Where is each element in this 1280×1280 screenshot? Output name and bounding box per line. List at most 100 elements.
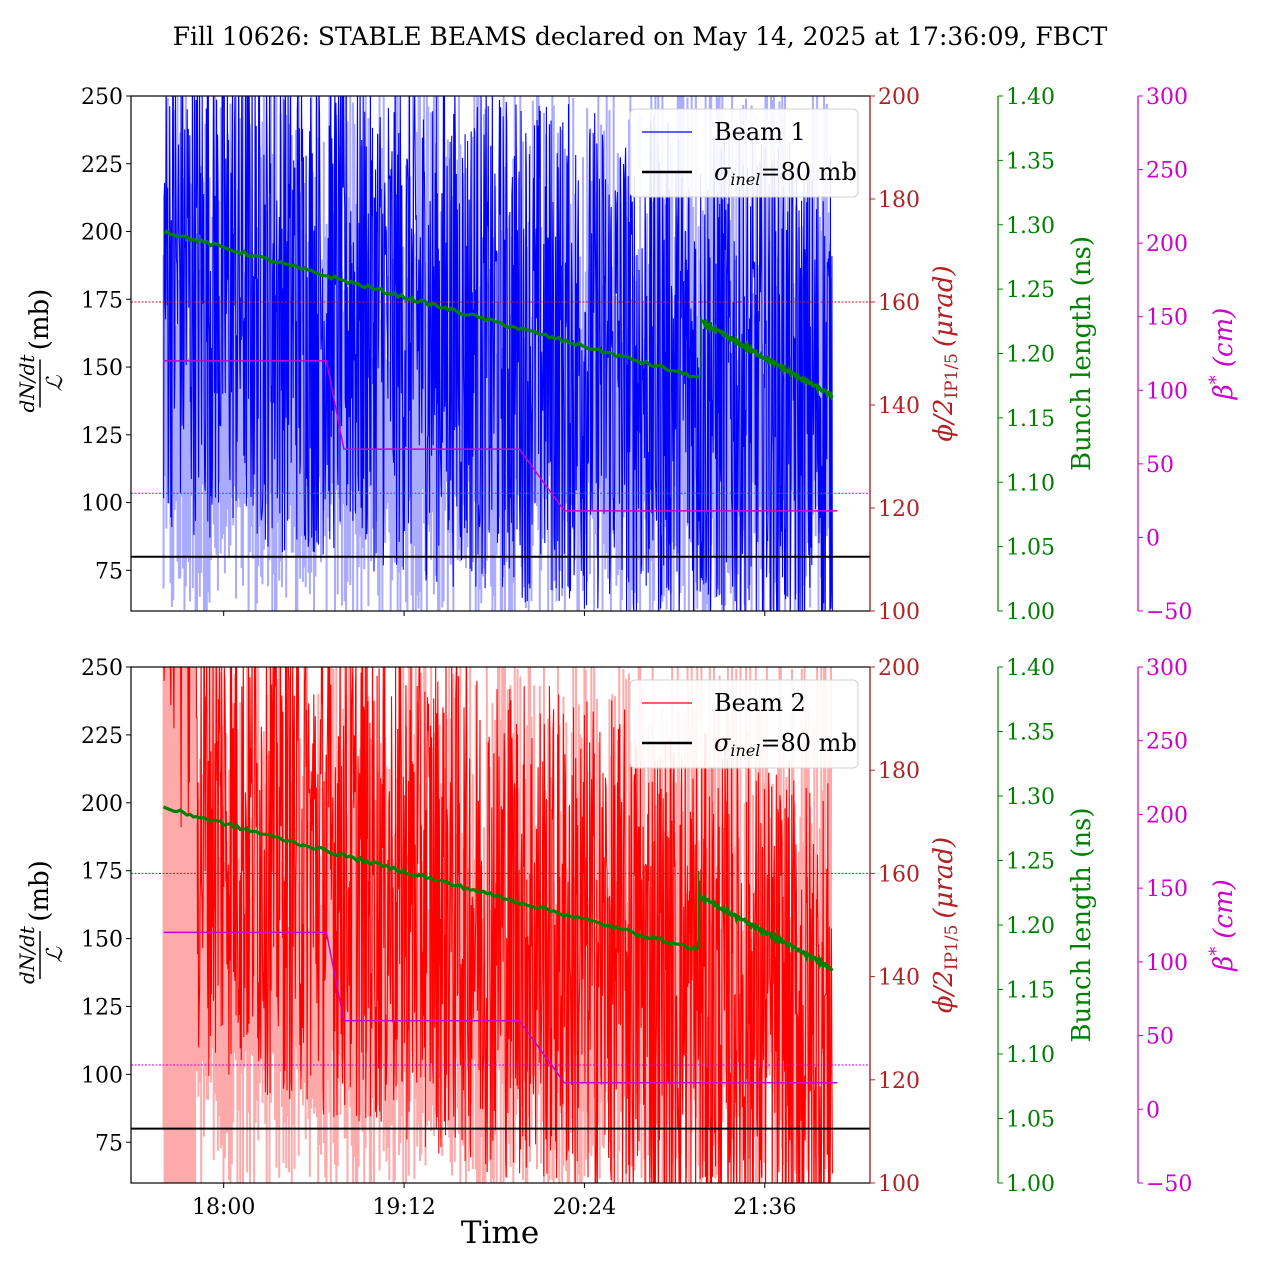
crossing-label-sub: IP1/5: [942, 925, 962, 971]
legend-label-beam: Beam 1: [714, 118, 806, 146]
legend-sigma-rest: =80 mb: [760, 729, 856, 757]
left-label-unit: (mb): [25, 289, 55, 351]
crossing-tick-label: 140: [878, 394, 920, 419]
beta-tick-label: −50: [1146, 1172, 1192, 1197]
plot-area: [131, 667, 870, 1183]
bunch-tick-label: 1.20: [1006, 343, 1055, 368]
left-tick-label: 175: [81, 860, 123, 885]
crossing-label-main: ϕ/2: [929, 970, 959, 1013]
panel-1: 75 100 125 150 175 200 225 250 dN/dt ℒ (mb) 100 120 1…: [15, 85, 1239, 625]
crossing-tick-label: 100: [878, 1172, 920, 1197]
bunch-tick-label: 1.20: [1006, 914, 1055, 939]
crossing-tick-label: 120: [878, 1069, 920, 1094]
bunch-axis-label: Bunch length (ns): [1067, 807, 1097, 1042]
crossing-tick-label: 120: [878, 497, 920, 522]
crossing-tick-label: 180: [878, 759, 920, 784]
left-label-numerator: dN/dt: [15, 925, 39, 984]
beta-label-unit: (cm): [1209, 308, 1239, 368]
beta-label-main: β: [1209, 384, 1239, 400]
bunch-tick-label: 1.35: [1006, 149, 1055, 174]
panel-2: 75 100 125 150 175 200 225 250 dN/dt ℒ (mb) 18:00 19…: [15, 656, 1239, 1220]
legend-sigma-main: σ: [714, 158, 731, 186]
bunch-tick-label: 1.10: [1006, 471, 1055, 496]
legend-label-sigma: σinel=80 mb: [714, 729, 857, 760]
bunch-tick-label: 1.15: [1006, 407, 1055, 432]
legend-box: [629, 679, 859, 769]
beta-label-sup: *: [1206, 375, 1227, 384]
beta-tick-label: 300: [1146, 656, 1188, 681]
left-tick-label: 175: [81, 288, 123, 313]
crossing-tick-label: 200: [878, 656, 920, 681]
x-tick-label: 18:00: [192, 1195, 255, 1220]
beta-label-sup: *: [1206, 947, 1227, 956]
legend-sigma-sub: inel: [730, 741, 760, 760]
left-tick-label: 250: [81, 85, 123, 110]
beta-tick-label: 50: [1146, 453, 1174, 478]
x-tick-label: 21:36: [733, 1195, 796, 1220]
bunch-tick-label: 1.30: [1006, 785, 1055, 810]
crossing-axis-label: ϕ/2IP1/5 (μrad): [929, 265, 962, 441]
beta-axis-label: β* (cm): [1206, 308, 1239, 401]
beta-star-trace: [163, 931, 838, 1084]
crossing-tick-label: 200: [878, 85, 920, 110]
beta-tick-label: 250: [1146, 159, 1188, 184]
left-tick-label: 225: [81, 724, 123, 749]
crossing-tick-label: 160: [878, 291, 920, 316]
x-axis-label: Time: [461, 1215, 539, 1251]
beta-tick-label: 100: [1146, 379, 1188, 404]
left-label-numerator: dN/dt: [15, 354, 39, 413]
legend-label-beam: Beam 2: [714, 689, 806, 717]
bunch-tick-label: 1.05: [1006, 536, 1055, 561]
beta-tick-label: 250: [1146, 730, 1188, 755]
x-tick-label: 19:12: [372, 1195, 435, 1220]
legend-sigma-rest: =80 mb: [760, 158, 856, 186]
left-axis-label: dN/dt ℒ (mb): [15, 860, 68, 984]
crossing-label-main: ϕ/2: [929, 399, 959, 442]
left-tick-label: 200: [81, 792, 123, 817]
left-axis-label: dN/dt ℒ (mb): [15, 289, 68, 413]
left-tick-label: 225: [81, 153, 123, 178]
beta-tick-label: 100: [1146, 951, 1188, 976]
legend-sigma-main: σ: [714, 729, 731, 757]
bunch-tick-label: 1.10: [1006, 1043, 1055, 1068]
left-tick-label: 100: [81, 1063, 123, 1088]
crossing-axis-label: ϕ/2IP1/5 (μrad): [929, 837, 962, 1013]
bunch-axis-label: Bunch length (ns): [1067, 236, 1097, 471]
beta-tick-label: 0: [1146, 526, 1160, 551]
left-tick-label: 125: [81, 424, 123, 449]
left-tick-label: 75: [95, 1131, 123, 1156]
left-tick-label: 200: [81, 221, 123, 246]
beta-tick-label: 150: [1146, 306, 1188, 331]
bunch-length-trace: [162, 229, 700, 379]
bunch-length-trace: [699, 893, 834, 972]
bunch-length-trace: [162, 805, 699, 952]
x-tick-label: 20:24: [553, 1195, 616, 1220]
bunch-tick-label: 1.25: [1006, 850, 1055, 875]
left-tick-label: 150: [81, 356, 123, 381]
crossing-tick-label: 180: [878, 188, 920, 213]
legend-sigma-sub: inel: [730, 170, 760, 189]
bunch-length-trace: [700, 318, 834, 401]
left-label-unit: (mb): [25, 860, 55, 922]
beta-tick-label: 150: [1146, 877, 1188, 902]
left-tick-label: 250: [81, 656, 123, 681]
legend: Beam 2 σinel=80 mb: [629, 679, 859, 769]
beta-axis-label: β* (cm): [1206, 879, 1239, 972]
legend: Beam 1 σinel=80 mb: [629, 108, 859, 198]
left-label-denominator: ℒ: [43, 374, 68, 391]
bunch-tick-label: 1.15: [1006, 979, 1055, 1004]
left-label-denominator: ℒ: [43, 946, 68, 963]
bunch-tick-label: 1.25: [1006, 278, 1055, 303]
bunch-tick-label: 1.05: [1006, 1108, 1055, 1133]
beta-label-unit: (cm): [1209, 879, 1239, 939]
left-tick-label: 100: [81, 492, 123, 517]
beta-tick-label: 0: [1146, 1098, 1160, 1123]
bunch-tick-label: 1.40: [1006, 85, 1055, 110]
crossing-label-unit: (μrad): [929, 265, 959, 347]
beta-tick-label: 200: [1146, 803, 1188, 828]
bunch-tick-label: 1.40: [1006, 656, 1055, 681]
crossing-tick-label: 140: [878, 966, 920, 991]
bunch-tick-label: 1.30: [1006, 214, 1055, 239]
bunch-tick-label: 1.00: [1006, 1172, 1055, 1197]
